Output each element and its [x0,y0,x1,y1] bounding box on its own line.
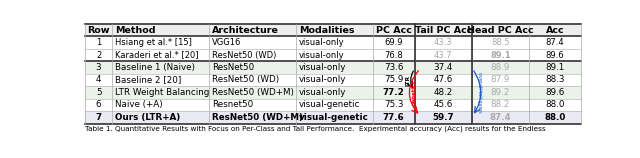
Text: visual-genetic: visual-genetic [299,113,369,122]
Bar [85,36,581,49]
Text: 88.2: 88.2 [491,100,510,109]
Text: Naive (+A): Naive (+A) [115,100,163,109]
Text: overall tail gains: overall tail gains [477,72,482,113]
Text: visual-genetic: visual-genetic [299,100,360,109]
Text: genetics: genetics [412,80,416,105]
Text: 75.9: 75.9 [384,75,403,84]
Text: 3: 3 [96,63,101,72]
Text: 76.8: 76.8 [385,51,403,60]
Text: Method: Method [115,26,156,35]
Bar [85,74,581,86]
Text: 6: 6 [96,100,101,109]
Text: 59.7: 59.7 [433,113,454,122]
Text: 73.6: 73.6 [384,63,403,72]
Text: Baseline 1 (Naive): Baseline 1 (Naive) [115,63,195,72]
Text: 48.2: 48.2 [434,88,453,97]
Text: 88.0: 88.0 [545,100,564,109]
Bar [85,61,581,74]
Text: 77.6: 77.6 [383,113,404,122]
Text: 7: 7 [95,113,102,122]
Text: 89.1: 89.1 [545,63,564,72]
Text: Table 1. Quantitative Results with Focus on Per-Class and Tail Performance.  Exp: Table 1. Quantitative Results with Focus… [85,126,545,132]
Text: visual-only: visual-only [299,51,344,60]
Text: Acc: Acc [546,26,564,35]
Text: visual-only: visual-only [299,38,344,47]
Text: 89.1: 89.1 [490,51,511,60]
Text: 89.2: 89.2 [491,88,510,97]
Text: 87.4: 87.4 [546,38,564,47]
Text: 88.9: 88.9 [491,63,510,72]
Text: 5: 5 [96,88,101,97]
Text: ResNet50 (WD+M): ResNet50 (WD+M) [212,88,294,97]
Text: 4: 4 [96,75,101,84]
Text: 69.9: 69.9 [385,38,403,47]
Text: 37.4: 37.4 [434,63,453,72]
Text: Head PC Acc: Head PC Acc [467,26,534,35]
Text: 89.6: 89.6 [545,88,564,97]
Bar [85,24,581,36]
Text: 89.6: 89.6 [546,51,564,60]
Text: 88.5: 88.5 [491,38,509,47]
Text: ResNet50 (WD): ResNet50 (WD) [212,51,276,60]
Text: ResNet50 (WD+M): ResNet50 (WD+M) [212,113,303,122]
Text: 43.3: 43.3 [434,38,452,47]
Text: Modalities: Modalities [299,26,354,35]
Text: 2: 2 [96,51,101,60]
Text: visual-only: visual-only [299,75,346,84]
Text: visual-only: visual-only [299,88,346,97]
Text: PC Acc: PC Acc [376,26,412,35]
Text: Resnet50: Resnet50 [212,100,253,109]
Text: Ours (LTR+A): Ours (LTR+A) [115,113,180,122]
Text: VGG16: VGG16 [212,38,241,47]
Text: 43.7: 43.7 [434,51,452,60]
Text: ResNet50: ResNet50 [212,63,254,72]
Text: LTR: LTR [405,74,410,85]
Bar [85,99,581,111]
Text: Architecture: Architecture [212,26,279,35]
Text: LTR Weight Balancing: LTR Weight Balancing [115,88,209,97]
Text: 87.4: 87.4 [490,113,511,122]
Bar [85,111,581,124]
Text: 88.3: 88.3 [545,75,564,84]
Text: 47.6: 47.6 [434,75,453,84]
Text: 45.6: 45.6 [434,100,453,109]
Text: 87.9: 87.9 [491,75,510,84]
Text: 77.2: 77.2 [383,88,404,97]
Bar [85,49,581,61]
Bar [85,86,581,99]
Text: Baseline 2 [20]: Baseline 2 [20] [115,75,182,84]
Text: ResNet50 (WD): ResNet50 (WD) [212,75,279,84]
Text: visual-only: visual-only [299,63,346,72]
Text: Row: Row [87,26,110,35]
Text: 88.0: 88.0 [544,113,566,122]
Text: 75.3: 75.3 [384,100,403,109]
Text: Karaderi et al.* [20]: Karaderi et al.* [20] [115,51,198,60]
Text: Tail PC Acc: Tail PC Acc [415,26,472,35]
Text: Hsiang et al.* [15]: Hsiang et al.* [15] [115,38,192,47]
Text: 1: 1 [96,38,101,47]
